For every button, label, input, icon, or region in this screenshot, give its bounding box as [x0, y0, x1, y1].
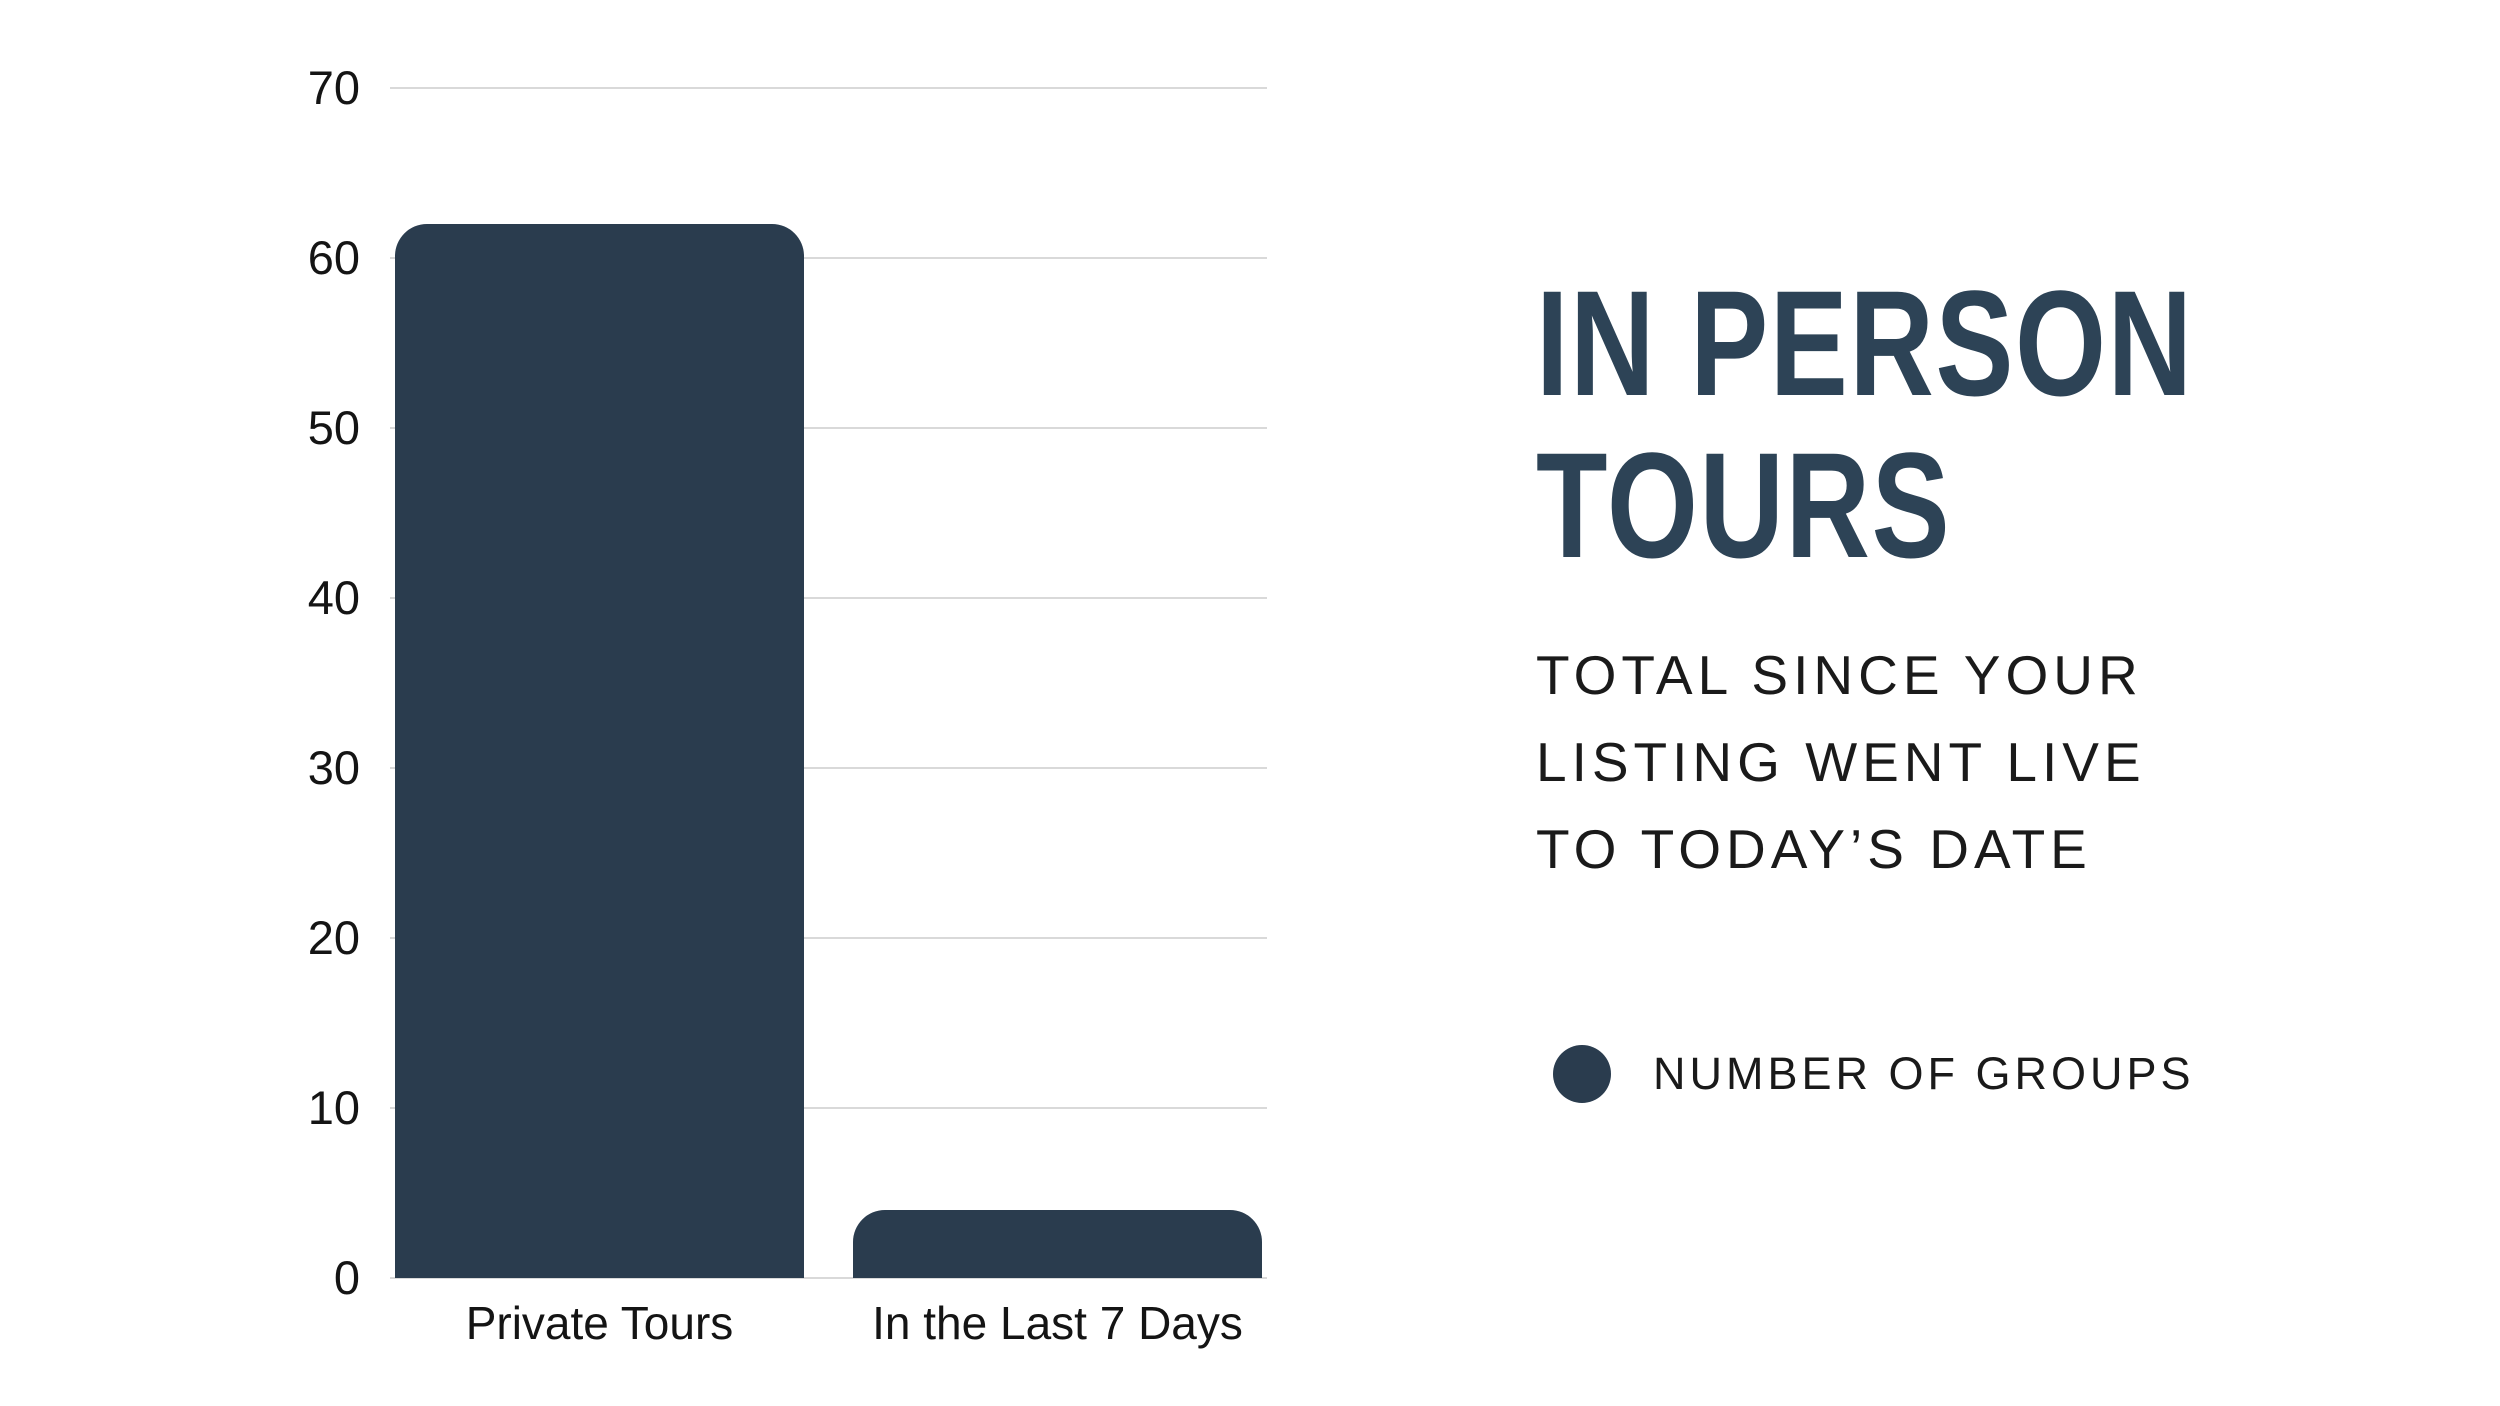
y-axis-tick-label-20: 20: [307, 911, 360, 964]
y-axis-tick-label-30: 30: [307, 741, 360, 794]
legend-label: NUMBER OF GROUPS: [1653, 1048, 2195, 1099]
panel-subtitle: TOTAL SINCE YOUR LISTING WENT LIVE TO TO…: [1536, 632, 2146, 893]
gridline-70: [390, 87, 1267, 89]
gridline-10: [390, 1107, 1267, 1109]
panel-subtitle-line2: LISTING WENT LIVE: [1536, 731, 2146, 793]
legend: NUMBER OF GROUPS: [1553, 1045, 2195, 1103]
gridline-20: [390, 937, 1267, 939]
category-label-in-the-last-7-days: In the Last 7 Days: [872, 1297, 1243, 1349]
gridline-60: [390, 257, 1267, 259]
panel-subtitle-line3: TO TODAY’S DATE: [1536, 818, 2092, 880]
y-axis-tick-label-0: 0: [333, 1251, 360, 1304]
panel-title-line2: TOURS: [1536, 421, 1952, 589]
bar-in-the-last-7-days: [853, 1210, 1262, 1278]
gridline-40: [390, 597, 1267, 599]
legend-circle-icon: [1553, 1045, 1611, 1103]
category-label-private-tours: Private Tours: [465, 1297, 734, 1349]
bar-private-tours: [395, 224, 804, 1278]
gridline-50: [390, 427, 1267, 429]
y-axis-tick-label-70: 70: [307, 61, 360, 114]
gridline-0: [390, 1277, 1267, 1279]
plot-area: [390, 87, 1267, 1279]
y-axis-tick-label-10: 10: [307, 1081, 360, 1134]
y-axis-tick-label-50: 50: [307, 401, 360, 454]
panel-title-line1: IN PERSON: [1536, 259, 2194, 427]
gridline-30: [390, 767, 1267, 769]
y-axis-tick-label-60: 60: [307, 231, 360, 284]
y-axis-tick-label-40: 40: [307, 571, 360, 624]
panel-title: IN PERSON TOURS: [1536, 262, 2194, 586]
panel-subtitle-line1: TOTAL SINCE YOUR: [1536, 644, 2143, 706]
